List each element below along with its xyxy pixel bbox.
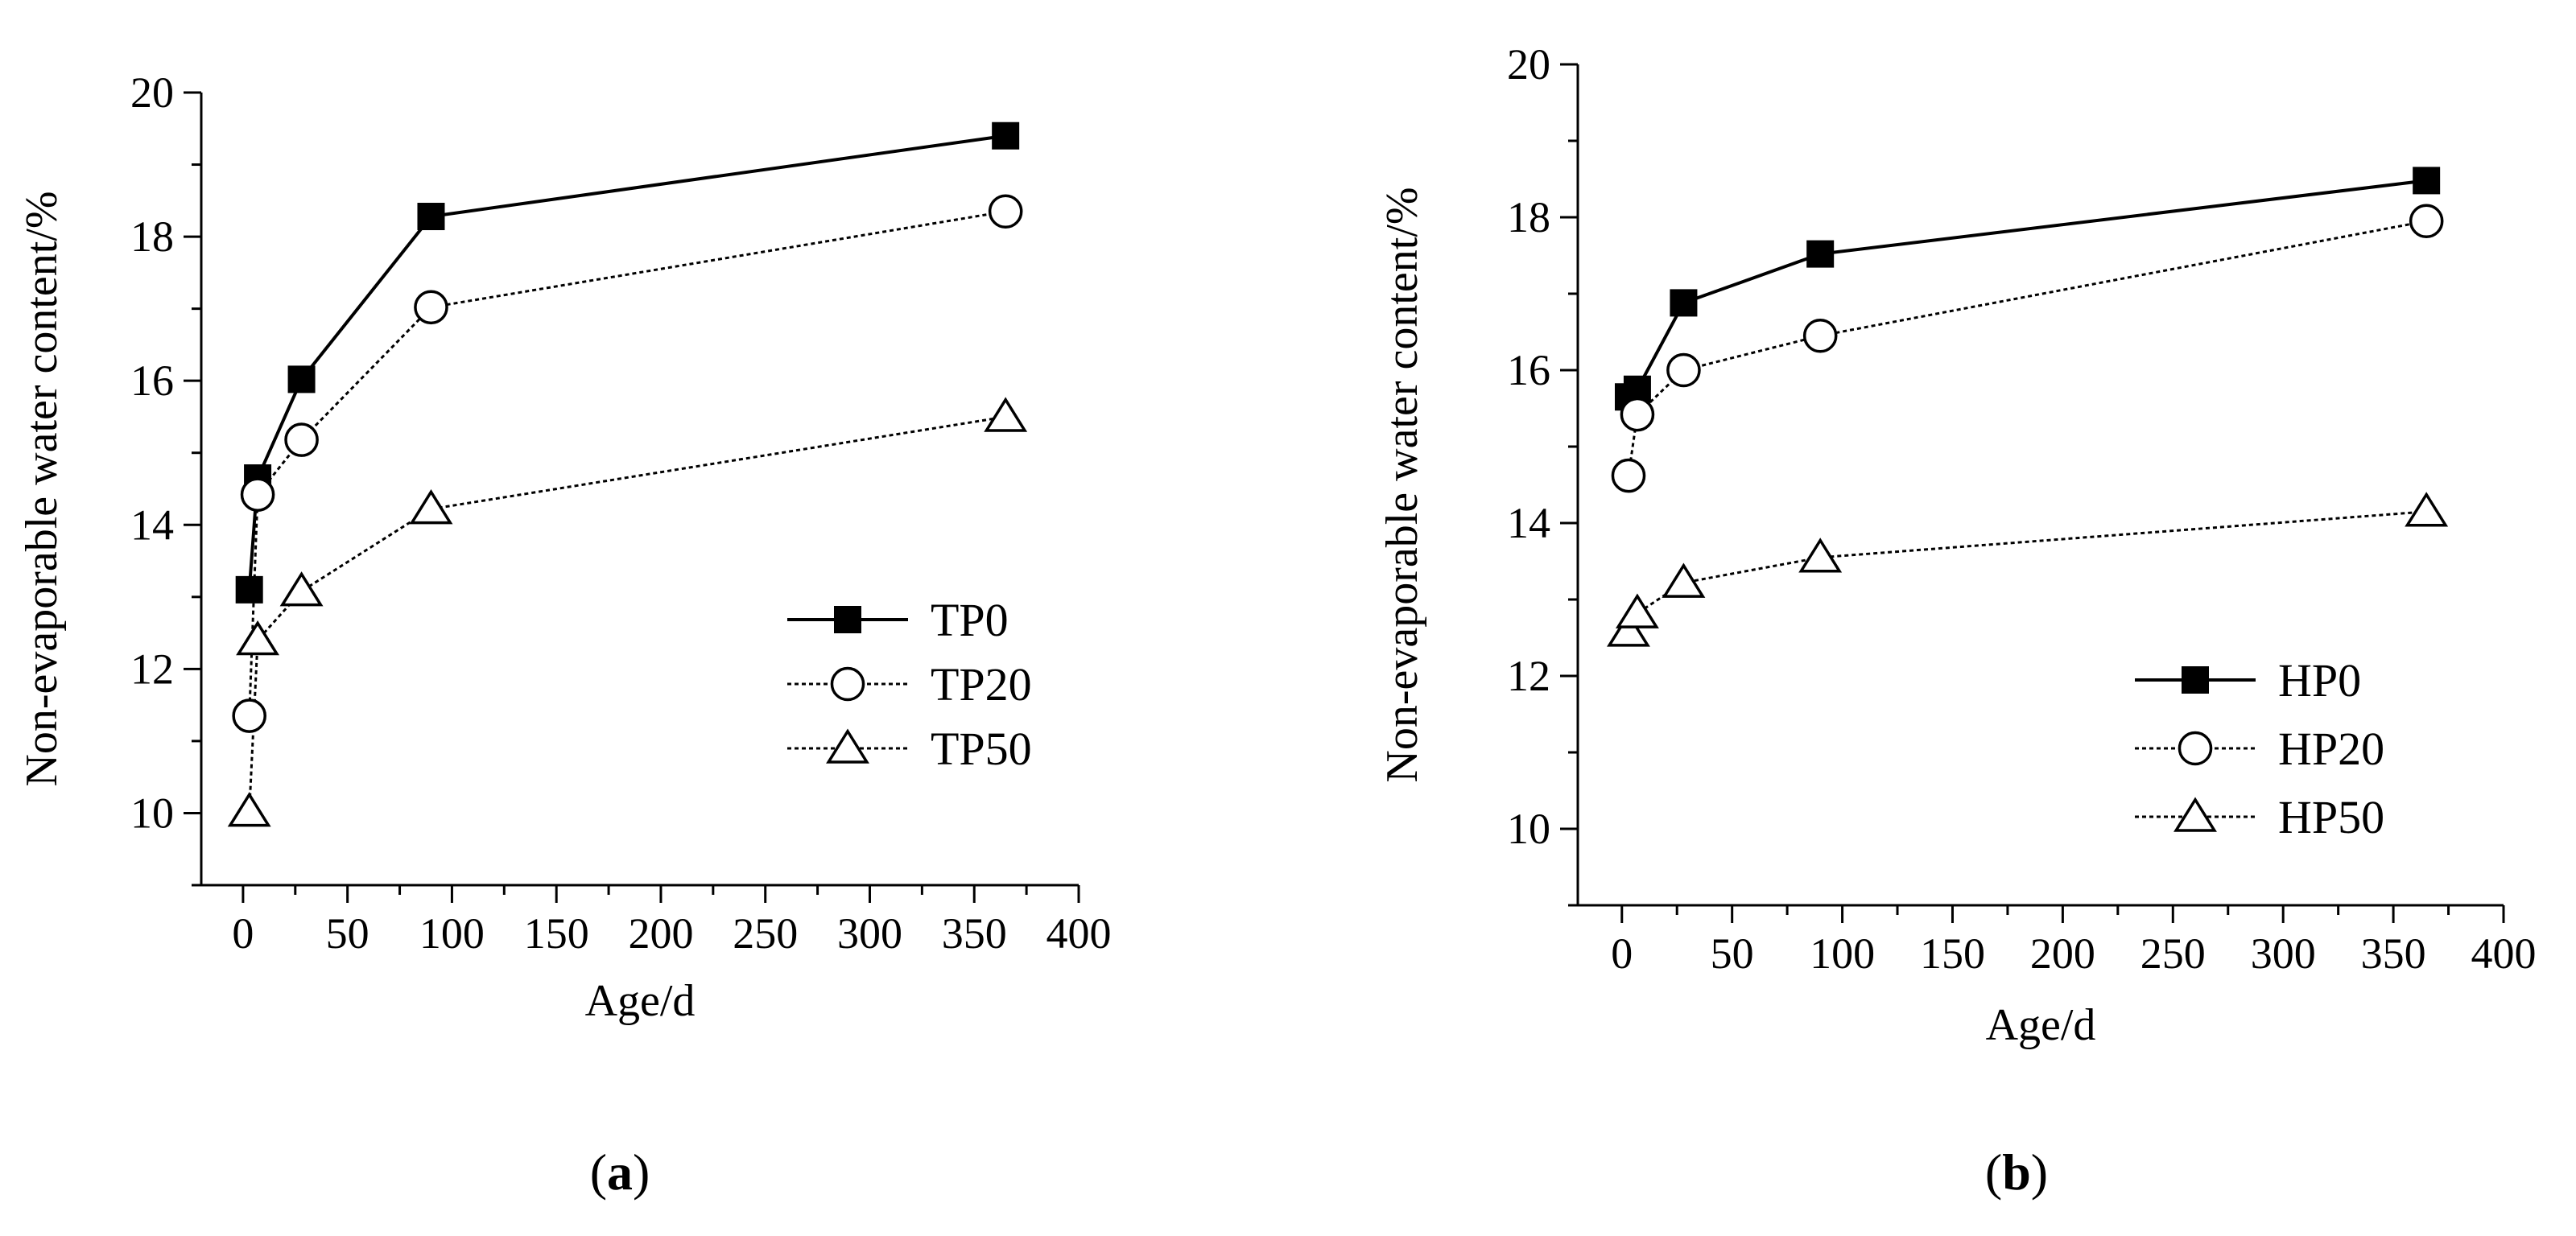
x-tick-label: 50 — [1711, 929, 1754, 978]
x-axis-label: Age/d — [585, 976, 696, 1026]
data-point-tp20 — [240, 477, 275, 512]
x-tick-label: 250 — [733, 909, 798, 958]
y-tick-label: 16 — [130, 356, 174, 405]
series-line-hp50 — [1627, 510, 2427, 632]
y-tick-label: 12 — [1507, 652, 1550, 700]
y-tick-label: 20 — [1507, 40, 1550, 89]
legend-marker-tp50 — [826, 728, 869, 764]
panel-label-open-paren: ( — [590, 1143, 607, 1201]
y-tick-label: 10 — [130, 789, 174, 837]
x-tick-label: 0 — [1611, 929, 1633, 978]
data-point-tp0 — [417, 203, 445, 231]
y-axis-label: Non-evaporable water content/% — [17, 191, 67, 786]
data-point-tp20 — [988, 194, 1023, 229]
data-point-hp20 — [1611, 458, 1646, 493]
panel-label-letter: b — [2002, 1143, 2031, 1201]
x-tick-label: 300 — [837, 909, 902, 958]
series-line-tp50 — [248, 415, 1006, 812]
y-tick-label: 14 — [130, 501, 174, 549]
legend-label-hp50: HP50 — [2278, 791, 2384, 843]
y-tick-label: 18 — [1507, 193, 1550, 241]
legend-marker-hp0 — [2182, 666, 2209, 694]
legend-label-tp0: TP0 — [931, 594, 1009, 646]
data-point-hp20 — [2409, 204, 2444, 239]
data-point-hp20 — [1802, 318, 1838, 353]
panel-label: (b) — [1985, 1143, 2048, 1201]
legend-marker-tp0 — [834, 606, 861, 633]
data-point-hp0 — [1670, 289, 1698, 317]
data-point-hp0 — [1806, 240, 1835, 268]
panel-label-open-paren: ( — [1985, 1143, 2002, 1201]
legend-label-tp20: TP20 — [931, 658, 1032, 711]
legend-label-tp50: TP50 — [931, 723, 1032, 775]
data-point-tp20 — [414, 290, 448, 325]
x-tick-label: 50 — [326, 909, 369, 958]
data-point-hp20 — [1620, 397, 1655, 432]
legend-marker-tp20 — [830, 666, 865, 702]
legend-label-hp20: HP20 — [2278, 723, 2384, 775]
series-line-tp20 — [248, 210, 1006, 716]
data-point-tp20 — [284, 422, 319, 457]
series-line-tp0 — [247, 134, 1006, 591]
data-point-tp20 — [232, 698, 266, 733]
x-tick-label: 250 — [2140, 929, 2206, 978]
data-point-hp50 — [2405, 492, 2449, 527]
x-tick-label: 100 — [1810, 929, 1875, 978]
x-tick-label: 400 — [2471, 929, 2537, 978]
x-tick-label: 350 — [942, 909, 1007, 958]
legend: TP0 TP20 TP50 — [787, 594, 1032, 775]
y-tick-label: 12 — [130, 645, 174, 693]
y-tick-label: 18 — [130, 212, 174, 261]
legend-marker-hp20 — [2178, 731, 2213, 766]
x-tick-label: 200 — [2030, 929, 2095, 978]
x-tick-label: 400 — [1046, 909, 1112, 958]
data-point-tp50 — [227, 792, 271, 827]
data-point-tp50 — [984, 397, 1028, 432]
data-point-hp0 — [2413, 167, 2441, 195]
x-tick-label: 0 — [232, 909, 254, 958]
x-tick-label: 300 — [2251, 929, 2316, 978]
panel-label-close-paren: ) — [633, 1143, 650, 1201]
y-tick-label: 20 — [130, 68, 174, 117]
x-tick-label: 350 — [2361, 929, 2426, 978]
panel-label-close-paren: ) — [2031, 1143, 2048, 1201]
x-axis-label: Age/d — [1986, 1000, 2096, 1050]
x-tick-label: 150 — [1920, 929, 1985, 978]
data-point-tp0 — [992, 122, 1020, 150]
data-point-tp50 — [409, 489, 453, 525]
x-tick-label: 200 — [628, 909, 693, 958]
panel-label-letter: a — [607, 1143, 633, 1201]
data-point-tp0 — [235, 575, 263, 604]
chart-panel-a: 0 50 100 150 200 250 300 350 400 10 12 14 16 18 20 Age/… — [17, 68, 1112, 1201]
x-tick-label: 100 — [419, 909, 485, 958]
data-point-hp50 — [1615, 593, 1659, 628]
y-tick-label: 16 — [1507, 346, 1550, 394]
y-tick-label: 10 — [1507, 805, 1550, 853]
y-tick-label: 14 — [1507, 499, 1550, 547]
data-point-tp50 — [279, 571, 324, 607]
series-line-hp0 — [1627, 179, 2427, 398]
chart-panel-b: 0 50 100 150 200 250 300 350 400 10 12 14 16 18 20 Age/… — [1377, 40, 2537, 1201]
legend: HP0 HP20 HP50 — [2135, 654, 2384, 843]
y-axis-label: Non-evaporable water content/% — [1377, 187, 1427, 782]
panel-label: (a) — [590, 1143, 650, 1201]
data-point-hp50 — [1798, 538, 1843, 573]
data-point-hp20 — [1666, 352, 1701, 388]
data-point-tp0 — [287, 365, 316, 393]
legend-marker-hp50 — [2174, 797, 2217, 832]
series-line-hp20 — [1627, 220, 2427, 476]
data-point-hp50 — [1607, 612, 1650, 647]
data-point-tp50 — [236, 620, 280, 656]
legend-label-hp0: HP0 — [2278, 654, 2361, 707]
data-point-hp50 — [1662, 562, 1706, 598]
x-tick-label: 150 — [524, 909, 589, 958]
